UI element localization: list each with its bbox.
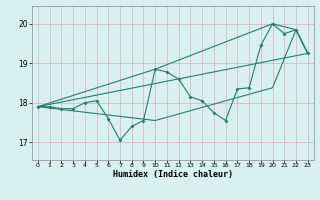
X-axis label: Humidex (Indice chaleur): Humidex (Indice chaleur) (113, 170, 233, 179)
